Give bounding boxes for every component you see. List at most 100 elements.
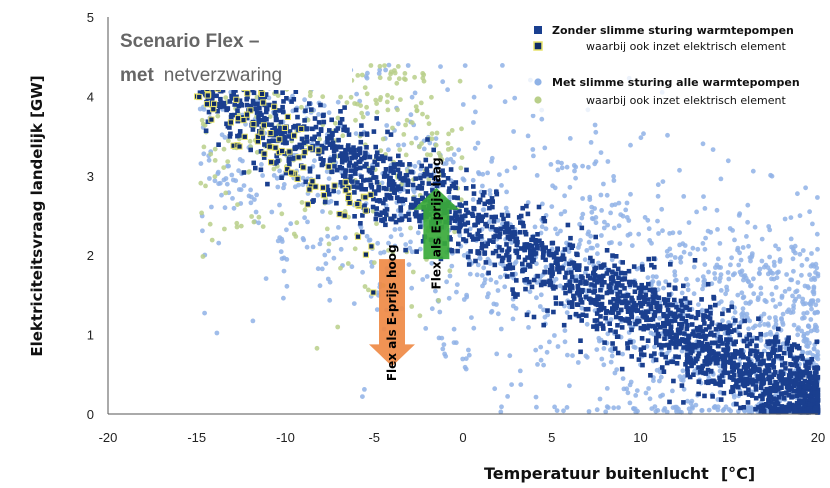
data-point <box>392 70 398 76</box>
data-point <box>721 326 726 331</box>
data-point <box>672 278 678 283</box>
data-point <box>406 217 412 222</box>
data-point <box>609 202 615 208</box>
data-point <box>814 379 819 385</box>
data-point <box>503 230 508 235</box>
data-point <box>682 331 687 336</box>
data-point <box>692 333 698 338</box>
data-point <box>722 366 727 371</box>
data-point <box>358 165 363 171</box>
data-point <box>610 269 615 275</box>
data-point <box>745 356 751 361</box>
data-point <box>608 359 614 365</box>
data-point <box>773 354 779 359</box>
data-point <box>562 328 568 333</box>
data-point <box>567 242 573 248</box>
data-point <box>405 63 411 68</box>
data-point <box>800 248 806 253</box>
data-point <box>641 131 646 137</box>
data-point <box>282 129 288 135</box>
data-point <box>675 328 681 333</box>
data-point <box>376 71 382 76</box>
data-point <box>323 146 329 151</box>
data-point <box>654 367 660 373</box>
data-point <box>653 325 658 331</box>
data-point <box>684 344 690 349</box>
data-point <box>538 292 544 298</box>
data-point <box>398 97 403 102</box>
data-point <box>382 217 387 222</box>
data-point <box>520 261 525 267</box>
data-point <box>608 328 613 333</box>
data-point <box>727 323 733 328</box>
data-point <box>598 321 603 327</box>
data-point <box>801 301 806 307</box>
data-point <box>587 296 592 301</box>
data-point <box>573 175 578 181</box>
data-point <box>796 345 802 351</box>
data-point <box>362 387 367 392</box>
data-point <box>418 100 424 106</box>
data-point <box>699 340 705 346</box>
data-point <box>267 130 274 137</box>
data-point <box>761 377 766 383</box>
data-point <box>673 354 678 359</box>
data-point <box>738 405 743 411</box>
data-point <box>466 347 471 353</box>
data-point <box>210 106 217 113</box>
data-point <box>205 119 211 124</box>
data-point <box>560 255 565 261</box>
data-point <box>796 388 801 393</box>
data-point <box>529 259 535 264</box>
data-point <box>754 343 759 349</box>
data-point <box>588 245 594 251</box>
data-point <box>801 311 807 316</box>
data-point <box>646 281 651 287</box>
data-point <box>396 76 402 82</box>
data-point <box>799 328 804 334</box>
data-point <box>333 147 339 152</box>
data-point <box>241 133 248 140</box>
data-point <box>301 237 307 243</box>
data-point <box>646 386 651 391</box>
data-point <box>513 294 518 299</box>
data-point <box>254 192 259 198</box>
data-point <box>815 401 820 406</box>
data-point <box>744 336 750 342</box>
data-point <box>355 185 360 190</box>
data-point <box>685 356 690 362</box>
data-point <box>600 273 606 279</box>
data-point <box>281 99 286 104</box>
data-point <box>221 146 227 152</box>
data-point <box>505 234 511 240</box>
data-point <box>767 254 772 260</box>
data-point <box>397 171 403 176</box>
data-point <box>342 179 349 186</box>
data-point <box>647 396 653 402</box>
data-point <box>679 348 685 354</box>
data-point <box>399 232 404 238</box>
data-point <box>328 210 333 216</box>
data-point <box>695 312 701 317</box>
data-point <box>806 407 811 412</box>
data-point <box>382 155 388 161</box>
data-point <box>657 324 663 330</box>
data-point <box>253 165 258 171</box>
data-point <box>601 181 606 187</box>
data-point <box>514 278 519 283</box>
data-point <box>657 304 663 309</box>
data-point <box>447 268 453 274</box>
data-point <box>742 318 747 324</box>
data-point <box>679 290 685 296</box>
data-point <box>810 398 815 403</box>
data-point <box>745 364 751 369</box>
data-point <box>403 242 409 247</box>
data-point <box>470 177 476 183</box>
data-point <box>413 200 419 206</box>
data-point <box>247 107 254 114</box>
data-point <box>595 294 600 299</box>
data-point <box>321 112 326 118</box>
data-point <box>257 105 262 111</box>
data-point <box>577 263 582 268</box>
data-point <box>481 265 487 271</box>
